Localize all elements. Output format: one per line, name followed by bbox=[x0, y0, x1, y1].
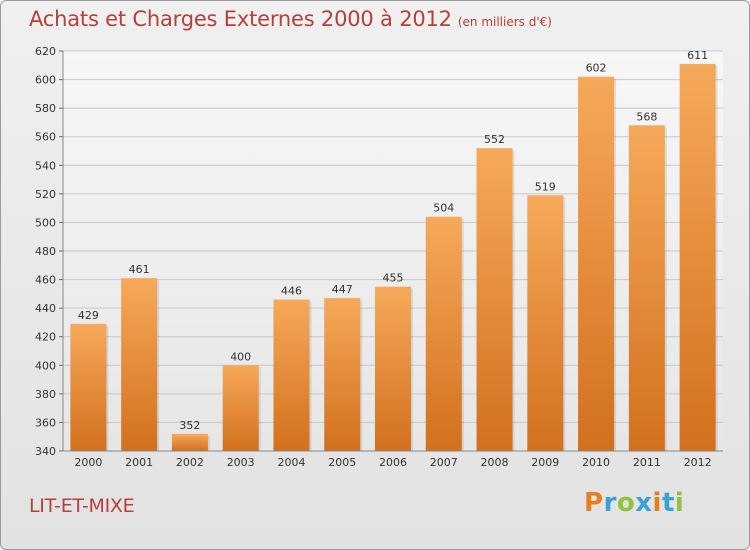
bar bbox=[222, 365, 259, 451]
logo-letter: i bbox=[652, 488, 662, 518]
logo-letter: i bbox=[674, 488, 685, 518]
bar bbox=[578, 76, 615, 451]
y-tick-label: 580 bbox=[35, 102, 56, 115]
chart-title: Achats et Charges Externes 2000 à 2012 bbox=[29, 7, 452, 31]
x-tick-label: 2011 bbox=[633, 456, 661, 469]
chart-subtitle: (en milliers d'€) bbox=[457, 15, 552, 29]
data-label: 352 bbox=[179, 419, 200, 432]
data-label: 568 bbox=[636, 110, 657, 123]
y-tick-label: 360 bbox=[35, 416, 56, 429]
x-tick-label: 2004 bbox=[277, 456, 305, 469]
data-label: 446 bbox=[281, 285, 302, 298]
data-label: 429 bbox=[78, 309, 99, 322]
data-label: 611 bbox=[687, 49, 708, 62]
x-axis: 2000 2001 2002 2003 2004 2005 2006 2007 2008 2009… bbox=[63, 450, 723, 469]
y-axis: 340 360 380 400 420 440 460 480 500 520 540 560 580 6… bbox=[35, 45, 64, 458]
x-tick-label: 2001 bbox=[125, 456, 153, 469]
x-tick-label: 2006 bbox=[379, 456, 407, 469]
bar bbox=[679, 63, 716, 451]
bar bbox=[273, 299, 310, 451]
x-tick-label: 2003 bbox=[227, 456, 255, 469]
data-label: 455 bbox=[383, 272, 404, 285]
y-tick-label: 520 bbox=[35, 188, 56, 201]
y-tick-label: 560 bbox=[35, 131, 56, 144]
title-row: Achats et Charges Externes 2000 à 2012 (e… bbox=[29, 7, 552, 31]
data-label: 602 bbox=[586, 62, 607, 75]
bar bbox=[628, 125, 665, 452]
x-tick-label: 2008 bbox=[481, 456, 509, 469]
x-tick-label: 2012 bbox=[684, 456, 712, 469]
y-tick-label: 500 bbox=[35, 216, 56, 229]
logo-letter: x bbox=[635, 488, 653, 518]
proxiti-logo: Proxiti bbox=[584, 488, 684, 518]
y-tick-label: 620 bbox=[35, 45, 56, 58]
y-tick-label: 540 bbox=[35, 159, 56, 172]
data-label: 400 bbox=[230, 350, 251, 363]
logo-letter: o bbox=[616, 488, 636, 518]
x-tick-label: 2000 bbox=[74, 456, 102, 469]
bars bbox=[70, 63, 718, 452]
data-label: 519 bbox=[535, 180, 556, 193]
bar bbox=[70, 323, 107, 451]
y-tick-label: 400 bbox=[35, 359, 56, 372]
data-label: 552 bbox=[484, 133, 505, 146]
logo-letter: r bbox=[603, 488, 617, 518]
logo-letter: t bbox=[661, 488, 675, 518]
data-label: 461 bbox=[129, 263, 150, 276]
logo-letter: P bbox=[584, 488, 604, 518]
x-tick-label: 2002 bbox=[176, 456, 204, 469]
y-tick-label: 380 bbox=[35, 388, 56, 401]
y-tick-label: 460 bbox=[35, 274, 56, 287]
y-tick-label: 420 bbox=[35, 331, 56, 344]
bar bbox=[171, 433, 208, 451]
y-tick-label: 440 bbox=[35, 302, 56, 315]
data-label: 447 bbox=[332, 283, 353, 296]
y-tick-label: 340 bbox=[35, 445, 56, 458]
place-name: LIT-ET-MIXE bbox=[29, 495, 135, 517]
x-tick-label: 2007 bbox=[430, 456, 458, 469]
bar bbox=[324, 298, 361, 451]
y-tick-label: 480 bbox=[35, 245, 56, 258]
bar bbox=[527, 195, 564, 451]
y-tick-label: 600 bbox=[35, 74, 56, 87]
x-tick-label: 2010 bbox=[582, 456, 610, 469]
bar bbox=[375, 286, 411, 451]
bar bbox=[425, 216, 462, 451]
x-tick-label: 2009 bbox=[531, 456, 559, 469]
bar bbox=[476, 148, 513, 451]
data-label: 504 bbox=[433, 202, 454, 215]
x-tick-label: 2005 bbox=[328, 456, 356, 469]
data-labels: 429 461 352 400 446 447 455 504 552 519 602 568 611 bbox=[78, 49, 708, 432]
bar bbox=[121, 278, 158, 451]
